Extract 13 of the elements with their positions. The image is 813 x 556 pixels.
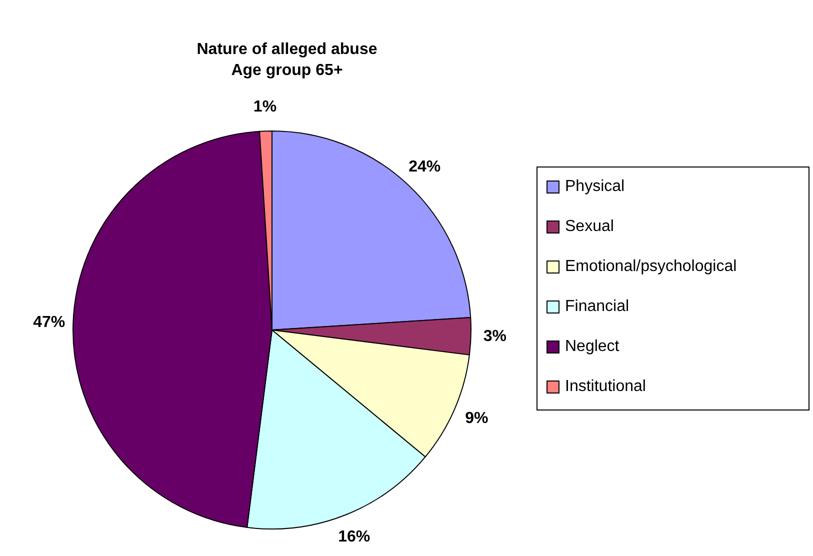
- data-label: 3%: [483, 328, 506, 346]
- data-label: 9%: [465, 410, 488, 427]
- data-label: 1%: [253, 98, 277, 116]
- legend-label: Emotional/psychological: [565, 258, 737, 276]
- data-label: 47%: [33, 314, 66, 332]
- legend-label: Physical: [565, 178, 625, 196]
- legend-label: Neglect: [565, 338, 620, 356]
- legend-label: Sexual: [565, 218, 614, 236]
- data-label: 16%: [338, 528, 370, 546]
- legend-label: Institutional: [565, 378, 646, 396]
- chart-title: Nature of alleged abuse Age group 65+: [196, 41, 378, 79]
- data-label: 24%: [408, 158, 441, 176]
- legend-label: Financial: [565, 298, 630, 316]
